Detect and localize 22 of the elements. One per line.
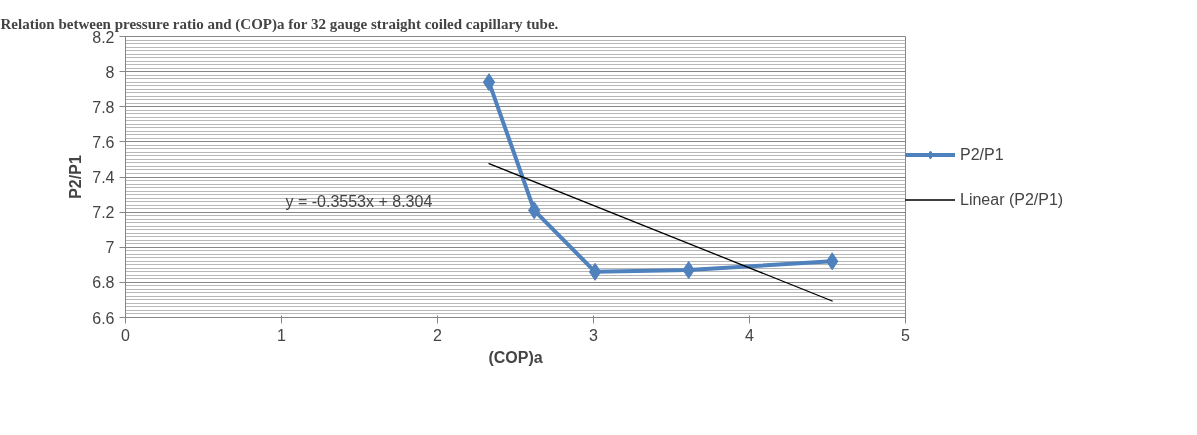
x-tick-label: 1 (277, 326, 287, 344)
point (588, 262, 602, 281)
x-axis-title: (COP)a (488, 348, 543, 366)
y-tick-label: 8.2 (92, 28, 115, 46)
y-tick-label: 8 (105, 63, 115, 81)
x-tick-label: 3 (589, 326, 599, 344)
x-tick-label: 4 (745, 326, 755, 344)
point (482, 73, 496, 92)
x-tick-label: 0 (121, 326, 131, 344)
annotation: y = -0.3553x + 8.304 (285, 193, 433, 210)
y-tick-label: 7.4 (92, 169, 115, 186)
y-tick-label: 7.6 (92, 133, 115, 151)
y-tick-label: 7.2 (92, 204, 115, 222)
y-tick-label: 6.6 (92, 309, 115, 327)
legend-label: P2/P1 (960, 145, 1004, 163)
x-tick-label: 5 (901, 326, 911, 344)
x-tick-label: 2 (433, 326, 443, 344)
y-tick-label: 7 (105, 239, 115, 257)
y-tick-label: 7.8 (92, 98, 115, 116)
y-tick-label: 6.8 (92, 274, 115, 292)
y-axis-title: P2/P1 (67, 155, 85, 199)
legend-label: Linear (P2/P1) (960, 190, 1064, 208)
